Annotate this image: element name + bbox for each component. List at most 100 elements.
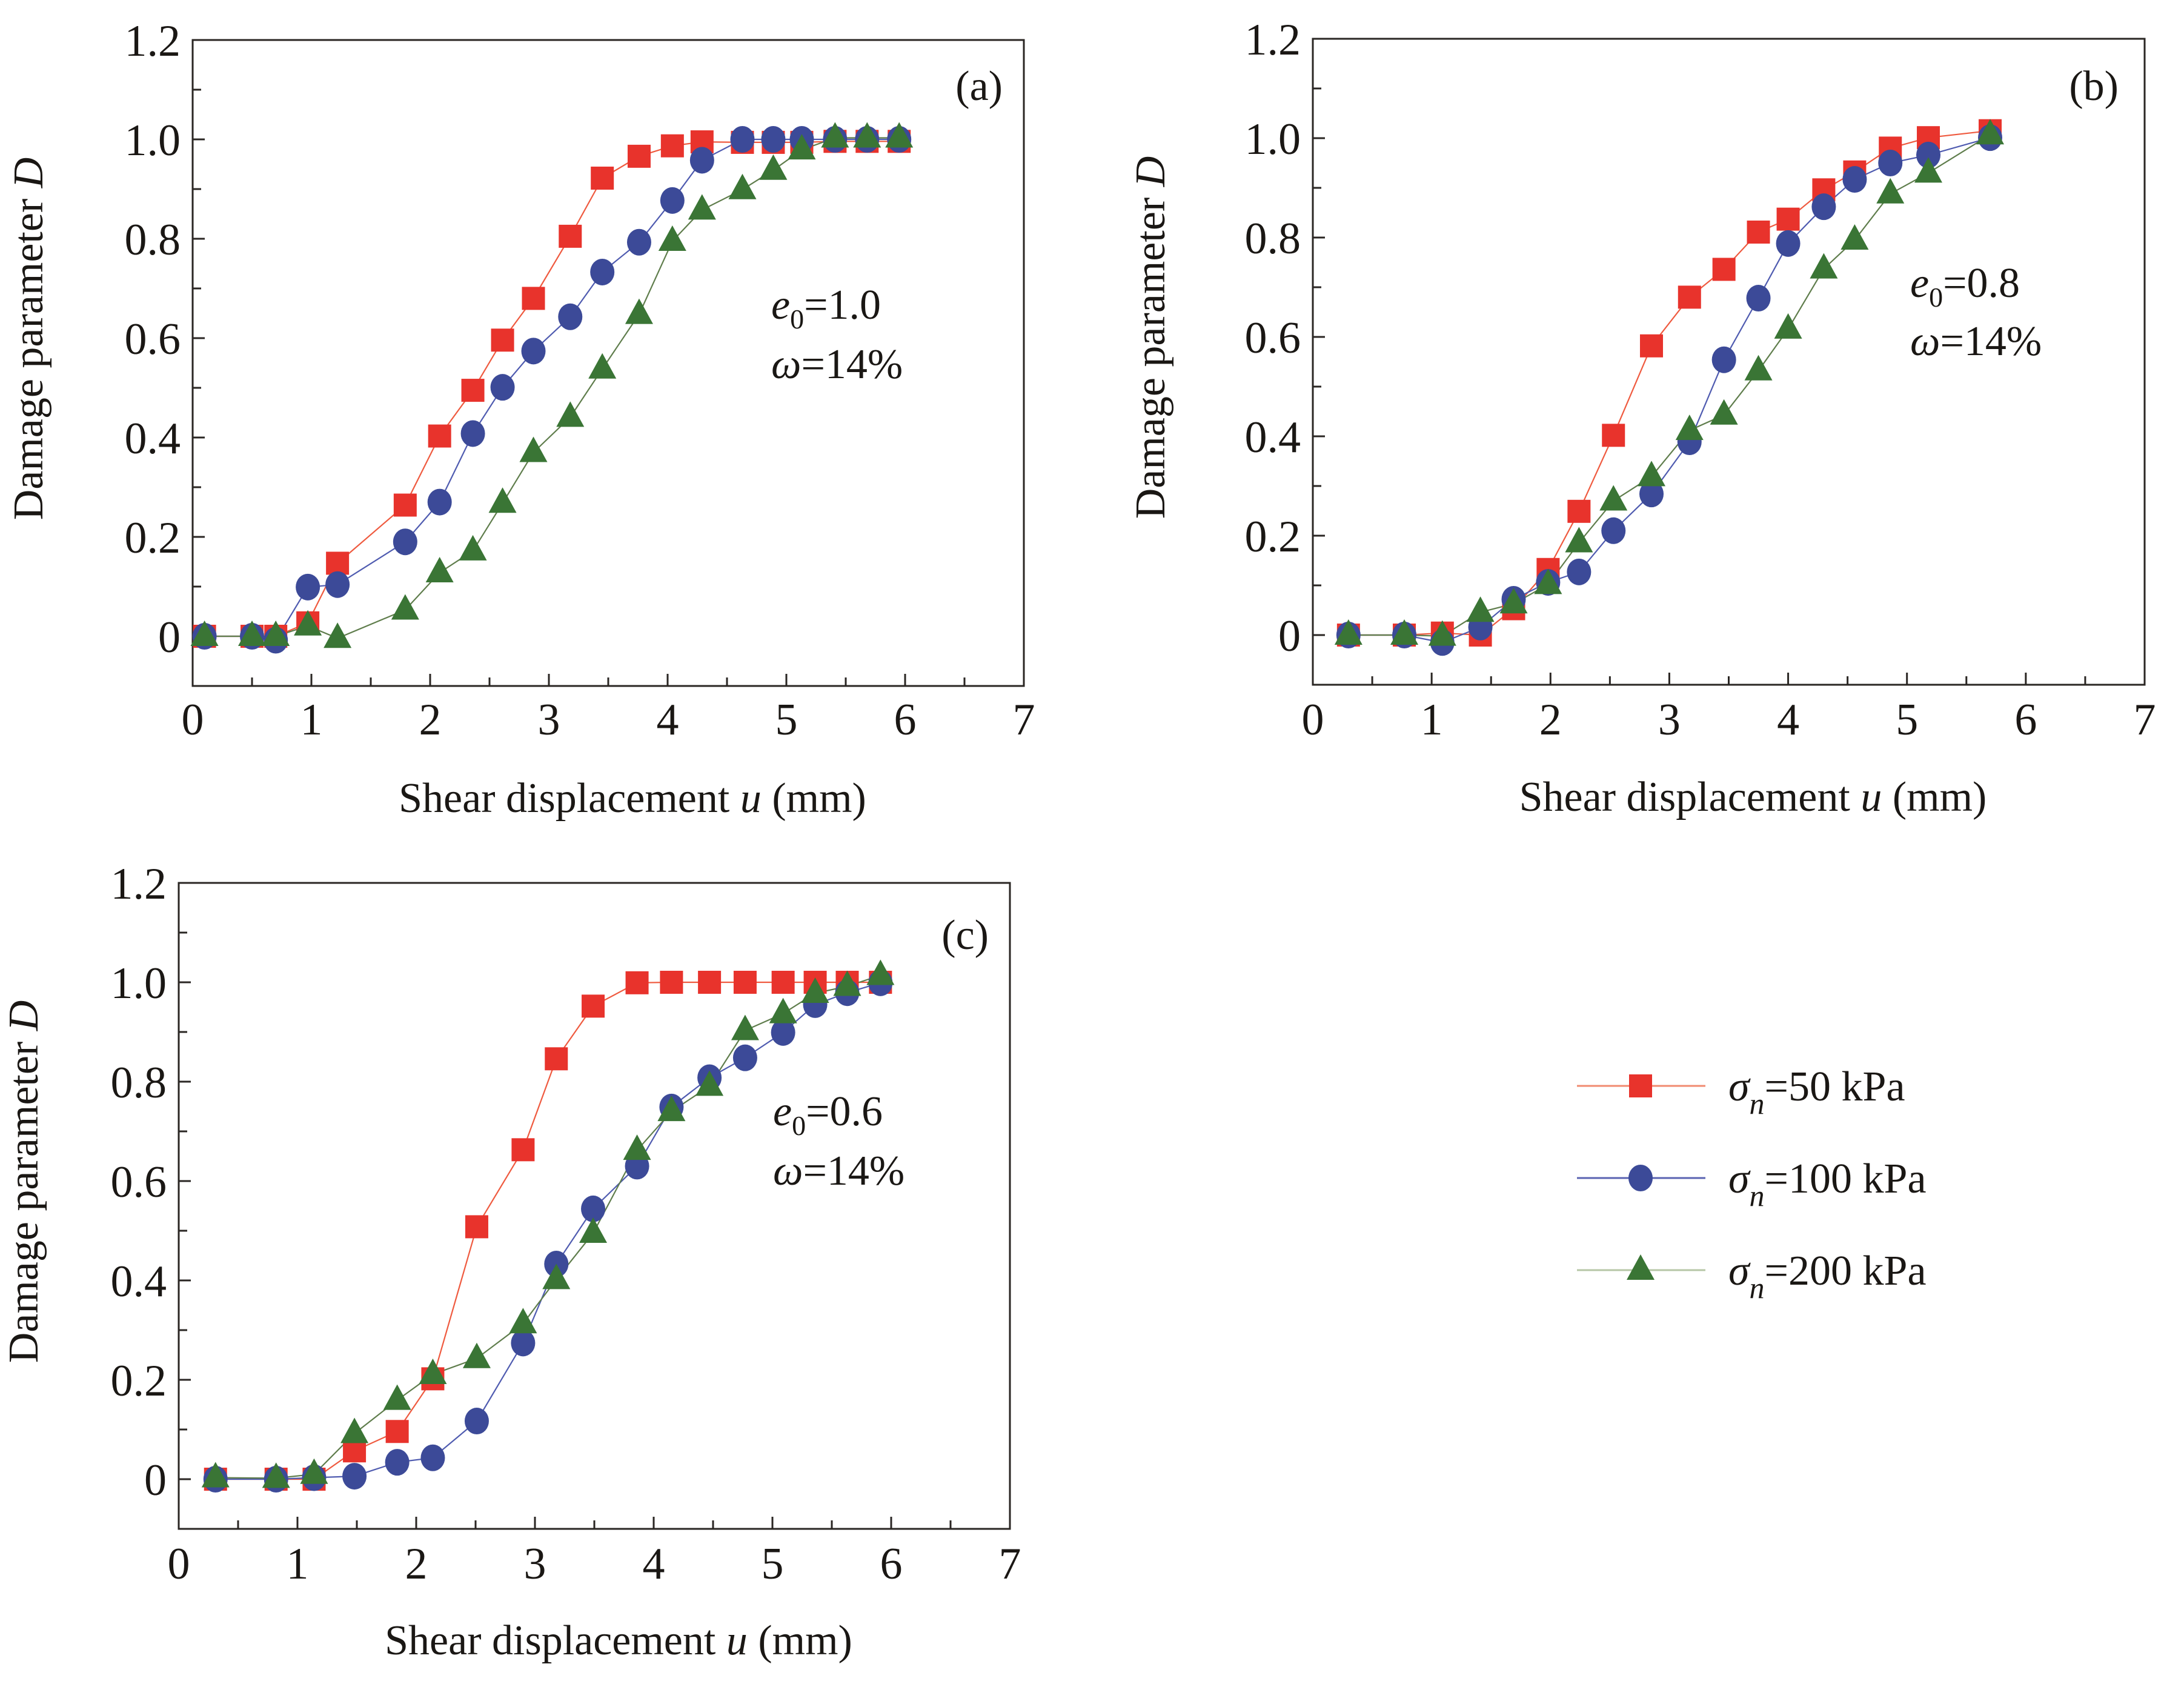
data-point [428, 424, 451, 448]
data-point [385, 1420, 409, 1443]
data-point [853, 122, 881, 148]
y-axis-title-text: Damage parameter [1127, 187, 1174, 519]
void-ratio-symbol: e [773, 1088, 792, 1135]
panel-tag: (b) [2069, 63, 2119, 110]
panel-b: 0 0.2 0.4 0.6 0.8 1.0 1.2 0 1 2 3 4 5 6 7 Shear displac… [1127, 15, 2156, 820]
data-point [590, 258, 615, 285]
x-axis-title: Shear displacement u (mm) [385, 1617, 852, 1664]
panel-a: 0 0.2 0.4 0.6 0.8 1.0 1.2 0 1 2 3 4 5 6 7 Shear displac… [5, 16, 1035, 822]
data-point [660, 134, 684, 158]
x-tick-label: 4 [657, 695, 679, 745]
data-point [1390, 619, 1419, 645]
data-point [771, 971, 795, 994]
data-point [509, 1308, 537, 1334]
data-point [833, 970, 861, 996]
x-tick-label: 0 [1302, 695, 1324, 745]
y-tick-label: 0.6 [1245, 313, 1301, 363]
panel-tag: (a) [955, 63, 1003, 110]
data-point [695, 1070, 724, 1096]
x-tick-label: 2 [419, 695, 442, 745]
y-tick-label: 0 [1278, 611, 1301, 661]
y-tick-label: 0 [158, 613, 181, 662]
data-point [1840, 224, 1869, 250]
data-point [1567, 499, 1591, 523]
data-point [761, 126, 786, 153]
data-point [788, 134, 816, 160]
data-point [190, 620, 219, 646]
y-axis-title-variable: D [1, 1000, 47, 1032]
data-point [1567, 558, 1592, 585]
x-tick-label: 6 [2014, 695, 2037, 745]
series-markers-s200 [1334, 119, 2005, 646]
data-point [488, 487, 517, 513]
legend-label: σn=200 kPa [1728, 1248, 1927, 1305]
data-point [511, 1138, 535, 1162]
y-tick-label: 0.6 [111, 1157, 167, 1207]
x-tick-label: 2 [405, 1539, 428, 1589]
y-tick-label: 1.0 [111, 959, 167, 1008]
y-tick-label: 1.0 [1245, 115, 1301, 164]
data-point [383, 1384, 411, 1410]
data-point [1712, 258, 1736, 281]
legend-marker-circle [1628, 1165, 1653, 1191]
y-axis-title: Damage parameter D [1127, 156, 1174, 519]
y-axis-title-variable: D [5, 158, 52, 189]
x-axis-title-unit: (mm) [1882, 774, 1987, 820]
x-tick-label: 5 [775, 695, 798, 745]
data-point [1640, 334, 1664, 358]
void-ratio-value: =0.6 [806, 1088, 883, 1135]
data-point [1534, 568, 1562, 594]
data-point [521, 338, 546, 365]
y-tick-label: 0.8 [111, 1058, 167, 1108]
data-point [1499, 588, 1528, 614]
void-ratio-symbol: e [771, 282, 790, 328]
y-tick-label: 1.2 [1245, 15, 1301, 65]
data-point [591, 166, 614, 190]
data-point [300, 1458, 328, 1484]
data-point [460, 420, 485, 447]
data-point [459, 534, 487, 561]
x-tick-label: 0 [168, 1539, 190, 1589]
data-point [385, 1449, 410, 1476]
data-point [689, 147, 714, 174]
panel-c: 0 0.2 0.4 0.6 0.8 1.0 1.2 0 1 2 3 4 5 6 7 Shear displac… [1, 859, 1021, 1664]
y-axis-title: Damage parameter D [1, 1000, 47, 1363]
legend-label: σn=100 kPa [1728, 1156, 1927, 1213]
data-point [420, 1444, 445, 1471]
data-point [623, 1134, 651, 1160]
data-point [1914, 157, 1943, 183]
data-point [1776, 230, 1801, 257]
data-point [545, 1047, 568, 1071]
data-point [425, 557, 454, 582]
void-ratio-annotation: e0=1.0 [771, 282, 881, 334]
data-point [1711, 346, 1736, 373]
data-point [1878, 150, 1903, 176]
void-ratio-value: =0.8 [1943, 260, 2020, 307]
x-tick-label: 1 [287, 1539, 309, 1589]
data-point [325, 571, 350, 598]
data-point [342, 1463, 367, 1490]
legend-item: σn=50 kPa [1577, 1063, 1905, 1120]
x-axis-title-unit: (mm) [762, 775, 866, 822]
data-point [821, 122, 849, 148]
legend-item: σn=100 kPa [1577, 1156, 1927, 1213]
x-tick-label: 7 [2134, 695, 2156, 745]
y-tick-label: 1.0 [125, 116, 181, 165]
void-ratio-subscript: 0 [792, 1110, 806, 1141]
x-tick-label: 6 [880, 1539, 903, 1589]
water-content-symbol: ω [773, 1148, 803, 1194]
data-point [658, 225, 686, 251]
data-point [491, 328, 514, 352]
x-tick-label: 0 [182, 695, 204, 745]
void-ratio-symbol: e [1910, 260, 1929, 307]
data-point [625, 298, 653, 324]
data-point [769, 997, 797, 1023]
data-point [238, 620, 266, 646]
x-axis-title-variable: u [726, 1617, 748, 1664]
data-point [1638, 461, 1666, 487]
void-ratio-subscript: 0 [1929, 282, 1943, 313]
data-point [759, 154, 788, 180]
x-axis-title-text: Shear displacement [399, 775, 740, 822]
data-point [1744, 354, 1773, 381]
